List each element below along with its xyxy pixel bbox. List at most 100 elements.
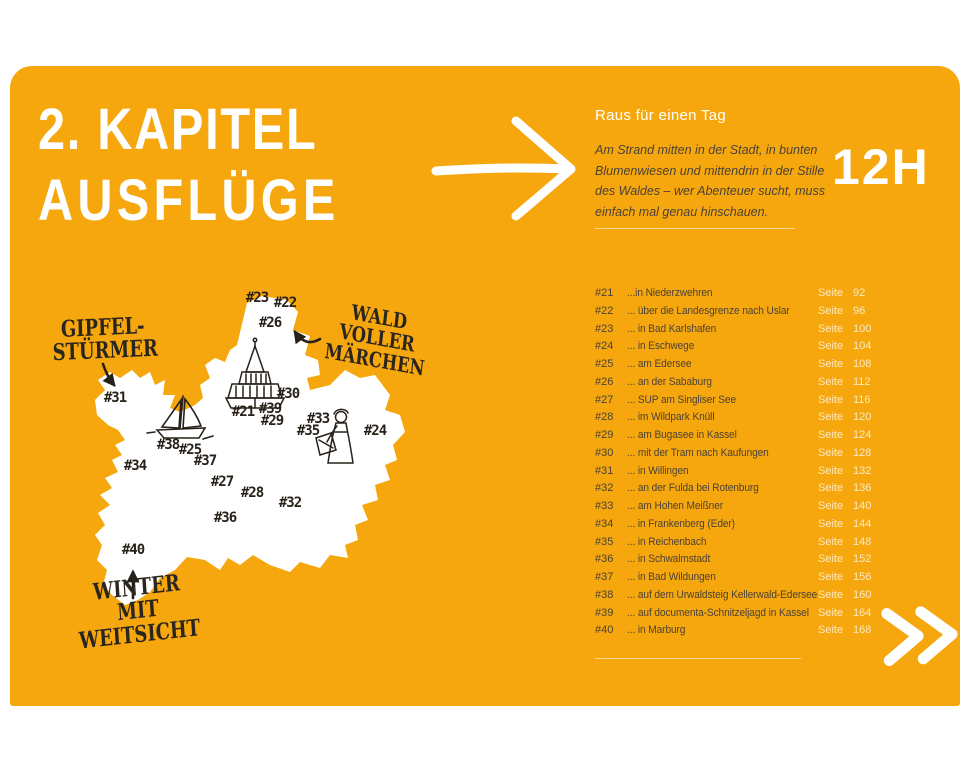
toc-row: #28 ... im Wildpark Knüll Seite 120 bbox=[595, 409, 905, 427]
toc-entry-number: #22 bbox=[595, 304, 614, 317]
toc-entry-number: #30 bbox=[595, 446, 614, 459]
toc-page-label: Seite bbox=[818, 375, 844, 388]
toc-page-label: Seite bbox=[818, 446, 844, 459]
map-marker: #31 bbox=[103, 390, 127, 406]
toc-page-label: Seite bbox=[818, 429, 844, 441]
toc-row: #37 ... in Bad Wildungen Seite 156 bbox=[595, 569, 905, 587]
section-kicker: Raus für einen Tag bbox=[595, 107, 727, 124]
toc-page-number: 132 bbox=[853, 464, 872, 477]
toc-row: #25 ... am Edersee Seite 108 bbox=[595, 356, 905, 374]
map-marker: #34 bbox=[123, 458, 147, 474]
toc-row: #36 ... in Schwalmstadt Seite 152 bbox=[595, 551, 905, 569]
toc-row: #39 ... auf documenta-Schnitzeljagd in Ka… bbox=[595, 605, 905, 623]
toc-entry-title: ... in Eschwege bbox=[627, 340, 695, 353]
toc-entry-title: ...in Niederzwehren bbox=[627, 287, 713, 299]
toc-row: #32 ... an der Fulda bei Rotenburg Seite 13… bbox=[595, 480, 905, 498]
toc-page-label: Seite bbox=[818, 517, 844, 530]
toc-entry-number: #33 bbox=[595, 500, 614, 512]
toc-entry-number: #31 bbox=[595, 464, 614, 477]
toc-page-number: 116 bbox=[853, 393, 871, 406]
toc-row: #33 ... am Hohen Meißner Seite 140 bbox=[595, 498, 905, 516]
toc-page-number: 108 bbox=[853, 358, 872, 370]
map-marker: #36 bbox=[213, 510, 237, 526]
toc-page-number: 136 bbox=[853, 482, 872, 495]
toc-entry-number: #29 bbox=[595, 429, 614, 441]
toc-page-number: 168 bbox=[853, 624, 872, 637]
orange-chapter-card: 2. KAPITEL AUSFLÜGE Raus für einen Tag A… bbox=[10, 66, 960, 706]
toc-page-number: 92 bbox=[853, 287, 866, 299]
divider-under-toc bbox=[595, 658, 801, 659]
toc-entry-number: #27 bbox=[595, 393, 614, 406]
toc-entry-number: #39 bbox=[595, 606, 614, 619]
toc-row: #38 ... auf dem Urwaldsteig Kellerwald-Ed… bbox=[595, 587, 905, 605]
toc-entry-number: #37 bbox=[595, 571, 614, 583]
toc-entry-number: #36 bbox=[595, 553, 614, 566]
toc-page-number: 152 bbox=[853, 553, 872, 566]
map-marker: #24 bbox=[363, 423, 387, 439]
toc-page-label: Seite bbox=[818, 606, 844, 619]
toc-row: #24 ... in Eschwege Seite 104 bbox=[595, 338, 905, 356]
toc-row: #31 ... in Willingen Seite 132 bbox=[595, 463, 905, 481]
frau-holle-icon bbox=[315, 408, 354, 464]
toc-entry-number: #38 bbox=[595, 588, 614, 601]
duration-badge: 12H bbox=[832, 139, 930, 195]
map-marker: #25 bbox=[178, 442, 202, 458]
hesse-excursion-map: GIPFEL- STÜRMER WALD VOLLER MÄRCHEN WINT… bbox=[50, 280, 480, 655]
hercules-monument-icon bbox=[224, 337, 286, 409]
map-marker: #40 bbox=[121, 542, 145, 558]
map-marker: #32 bbox=[278, 495, 302, 511]
chapter-title: 2. KAPITEL AUSFLÜGE bbox=[38, 94, 397, 236]
toc-row: #22 ... über die Landesgrenze nach Uslar S… bbox=[595, 303, 905, 321]
toc-entry-title: ... am Hohen Meißner bbox=[627, 500, 724, 512]
toc-row: #30 ... mit der Tram nach Kaufungen Seite 1… bbox=[595, 445, 905, 463]
map-marker: #38 bbox=[156, 437, 180, 453]
map-marker: #29 bbox=[260, 413, 284, 429]
toc-row: #23 ... in Bad Karlshafen Seite 100 bbox=[595, 321, 905, 339]
toc-page-label: Seite bbox=[818, 411, 844, 424]
toc-page-number: 160 bbox=[853, 588, 872, 601]
toc-row: #21 ...in Niederzwehren Seite 92 bbox=[595, 285, 905, 303]
toc-entry-number: #25 bbox=[595, 358, 614, 370]
toc-entry-title: ... in Schwalmstadt bbox=[627, 553, 711, 566]
toc-entry-title: ... in Willingen bbox=[627, 464, 689, 477]
map-label-winter-mit-weitsicht: WINTER MIT WEITSICHT bbox=[78, 569, 202, 655]
toc-page-label: Seite bbox=[818, 393, 844, 406]
divider-under-intro bbox=[595, 228, 795, 229]
map-marker: #39 bbox=[258, 401, 282, 417]
map-marker: #35 bbox=[296, 423, 320, 439]
map-marker: #21 bbox=[231, 404, 255, 420]
wald-voller-maerchen-arrow bbox=[293, 329, 322, 345]
chapter-title-line2: AUSFLÜGE bbox=[38, 168, 340, 233]
toc-row: #34 ... in Frankenberg (Eder) Seite 144 bbox=[595, 516, 905, 534]
toc-page-number: 140 bbox=[853, 500, 872, 512]
toc-page-label: Seite bbox=[818, 287, 844, 299]
toc-page-number: 128 bbox=[853, 446, 872, 459]
map-marker: #33 bbox=[306, 411, 330, 427]
toc-entry-title: ... in Frankenberg (Eder) bbox=[627, 517, 735, 530]
map-marker: #26 bbox=[258, 315, 282, 331]
intro-text: Am Strand mitten in der Stadt, in bunten… bbox=[595, 143, 825, 219]
toc-entry-title: ... an der Fulda bei Rotenburg bbox=[627, 482, 759, 495]
toc-page-label: Seite bbox=[818, 624, 844, 637]
toc-list: #21 ...in Niederzwehren Seite 92 #22 ... über… bbox=[595, 285, 905, 640]
toc-entry-number: #24 bbox=[595, 340, 614, 353]
toc-page-label: Seite bbox=[818, 358, 844, 370]
toc-page-number: 156 bbox=[853, 571, 872, 583]
toc-page-label: Seite bbox=[818, 322, 844, 335]
toc-page-label: Seite bbox=[818, 482, 844, 495]
toc-page-number: 112 bbox=[853, 375, 871, 388]
map-marker: #37 bbox=[193, 453, 217, 469]
toc-entry-title: ... am Bugasee in Kassel bbox=[627, 429, 737, 441]
toc-page-number: 104 bbox=[853, 340, 872, 353]
toc-page-number: 120 bbox=[853, 411, 872, 424]
toc-entry-title: ... am Edersee bbox=[627, 358, 692, 370]
map-marker: #27 bbox=[210, 474, 234, 490]
toc-page-label: Seite bbox=[818, 304, 844, 317]
toc-row: #29 ... am Bugasee in Kassel Seite 124 bbox=[595, 427, 905, 445]
map-marker: #28 bbox=[240, 485, 264, 501]
toc-row: #35 ... in Reichenbach Seite 148 bbox=[595, 534, 905, 552]
toc-entry-title: ... in Reichenbach bbox=[627, 535, 707, 548]
toc-entry-title: ... auf dem Urwaldsteig Kellerwald-Eders… bbox=[627, 588, 818, 601]
toc-entry-number: #40 bbox=[595, 624, 614, 637]
map-marker: #22 bbox=[273, 295, 297, 311]
